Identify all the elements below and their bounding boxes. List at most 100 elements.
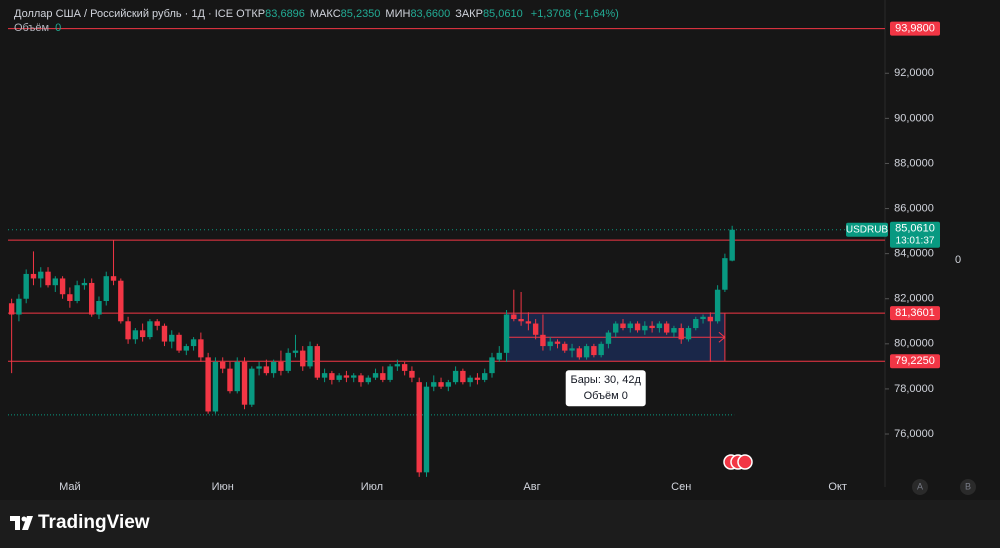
candle-body: [503, 314, 510, 353]
brand: TradingView: [38, 512, 150, 533]
candle-body: [103, 276, 109, 301]
candle-body: [365, 377, 371, 383]
candle-body: [198, 339, 204, 358]
candle-body: [234, 361, 240, 392]
symbol: Доллар США / Российский рубль · 1Д · ICE: [14, 8, 234, 20]
candle-body: [613, 323, 619, 333]
candle-body: [314, 346, 321, 378]
candle-body: [554, 341, 561, 344]
candle-body: [45, 271, 51, 286]
y-tick-label: 84,0000: [894, 248, 934, 260]
candle-body: [190, 339, 197, 347]
field-value: 85,2350: [340, 8, 381, 20]
fields: ОТКР83,6896 МАКС85,2350 МИН83,6600 ЗАКР85,0…: [236, 8, 528, 20]
candle-body: [285, 352, 291, 371]
symbol-label: USDRUB: [846, 224, 889, 235]
y-tick-label: 90,0000: [894, 112, 934, 124]
candle-body: [307, 346, 313, 367]
measure-tooltip: [565, 370, 646, 407]
candle-body: [700, 316, 706, 320]
candle-body: [452, 370, 459, 383]
candle-body: [161, 325, 168, 342]
candle-body: [23, 273, 29, 299]
candle-body: [583, 346, 590, 358]
level-label: 81,3601: [895, 307, 935, 319]
candle-body: [125, 321, 131, 340]
candle-body: [74, 285, 80, 301]
candle-body: [423, 386, 430, 473]
candle-body: [38, 271, 44, 279]
candle-body: [634, 323, 641, 331]
candle-body: [387, 366, 393, 380]
candle-body: [729, 229, 735, 261]
y-tick-label: 76,0000: [894, 428, 934, 440]
candle-body: [445, 382, 452, 387]
candle-body: [496, 352, 502, 360]
candle-body: [263, 366, 270, 374]
candle-body: [110, 276, 117, 281]
level-label-box: [890, 306, 940, 321]
control-button-bg: [960, 479, 976, 495]
candle-body: [532, 323, 539, 335]
field-name: МАКС: [309, 8, 341, 20]
last-price-label: 85,0610: [895, 223, 935, 235]
candle-body: [256, 366, 262, 369]
candle-body: [598, 343, 604, 356]
event-icon: [737, 454, 753, 470]
candle-body: [300, 350, 306, 367]
candle-body: [351, 375, 357, 378]
candle-body: [249, 368, 255, 405]
candle-body: [176, 334, 182, 351]
control-button[interactable]: B: [960, 479, 976, 495]
candle-body: [118, 280, 124, 322]
candle-body: [380, 373, 386, 380]
candle-body: [292, 350, 299, 353]
candle-body: [409, 370, 415, 378]
candle-body: [343, 375, 350, 378]
candle-body: [685, 328, 692, 340]
control-label[interactable]: B: [965, 481, 971, 491]
candle-body: [52, 278, 59, 286]
y-tick-label: 86,0000: [894, 202, 934, 214]
level-label: 79,2250: [895, 355, 935, 367]
control-button[interactable]: A: [912, 479, 928, 495]
candle-body: [431, 382, 437, 387]
x-tick-label: Июл: [361, 481, 383, 493]
candle-body: [81, 282, 88, 286]
y-tick-label: 82,0000: [894, 293, 934, 305]
candle-body: [154, 321, 160, 326]
candle-body: [183, 346, 190, 351]
candle-body: [358, 375, 364, 383]
level-label: 93,9800: [895, 23, 935, 35]
candle-body: [693, 319, 699, 329]
level-label-box: [890, 354, 940, 369]
candle-body: [372, 373, 379, 378]
candle-body: [707, 316, 714, 322]
y-tick-label: 92,0000: [894, 67, 934, 79]
candle-body: [525, 321, 532, 324]
symbol-box: [846, 222, 888, 237]
candle-body: [489, 357, 495, 374]
candle-body: [394, 364, 401, 367]
measure-volume: Объём 0: [584, 390, 628, 402]
candle-body: [329, 373, 335, 380]
candle-body: [16, 298, 22, 315]
y-tick-label: 80,0000: [894, 338, 934, 350]
countdown: 13:01:37: [896, 235, 935, 246]
candle-body: [663, 323, 670, 333]
control-label[interactable]: A: [917, 481, 923, 491]
candle-body: [139, 330, 146, 338]
candle-body: [270, 361, 277, 374]
candle-body: [511, 314, 517, 320]
candle-body: [438, 382, 444, 387]
candle-body: [671, 328, 677, 333]
field-value: 83,6600: [410, 8, 451, 20]
candle-body: [88, 282, 95, 315]
candle-body: [416, 382, 422, 473]
candle-body: [8, 303, 15, 315]
candle-body: [714, 289, 721, 322]
candle-body: [147, 321, 153, 338]
volume-value: 0: [55, 22, 62, 34]
candle-body: [321, 373, 328, 378]
candle-body: [620, 323, 626, 329]
